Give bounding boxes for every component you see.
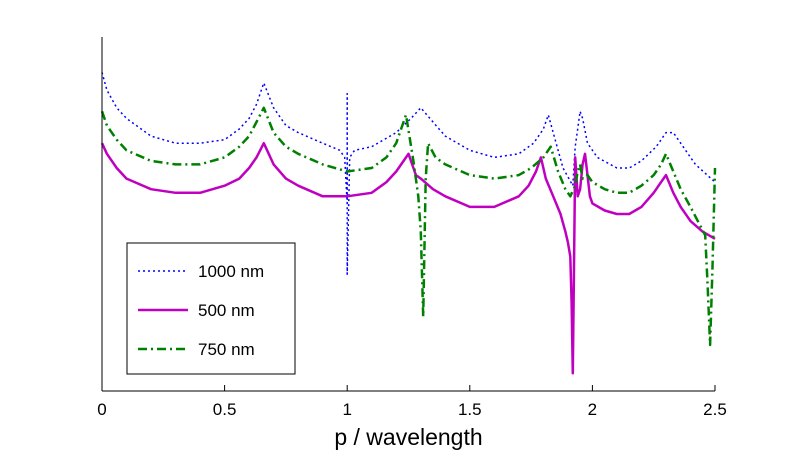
legend-label-750nm: 750 nm <box>198 340 255 359</box>
legend-label-500nm: 500 nm <box>198 301 255 320</box>
legend: 1000 nm 500 nm 750 nm <box>126 242 296 375</box>
legend-label-1000nm: 1000 nm <box>198 262 264 281</box>
series-line-750nm <box>100 106 717 347</box>
x-tick-label: 0.5 <box>213 400 237 419</box>
x-tick-label: 1 <box>342 400 351 419</box>
x-axis-title: p / wavelength <box>334 424 482 450</box>
x-tick-label: 1.5 <box>458 400 482 419</box>
x-tick-label: 2 <box>588 400 597 419</box>
x-ticks: 0 0.5 1 1.5 2 2.5 <box>97 385 727 419</box>
series-line-1000nm <box>101 72 716 275</box>
series-line-500nm <box>100 141 716 375</box>
x-tick-label: 2.5 <box>703 400 727 419</box>
series-layer <box>100 72 717 375</box>
x-tick-label: 0 <box>97 400 106 419</box>
legend-box <box>126 242 296 375</box>
